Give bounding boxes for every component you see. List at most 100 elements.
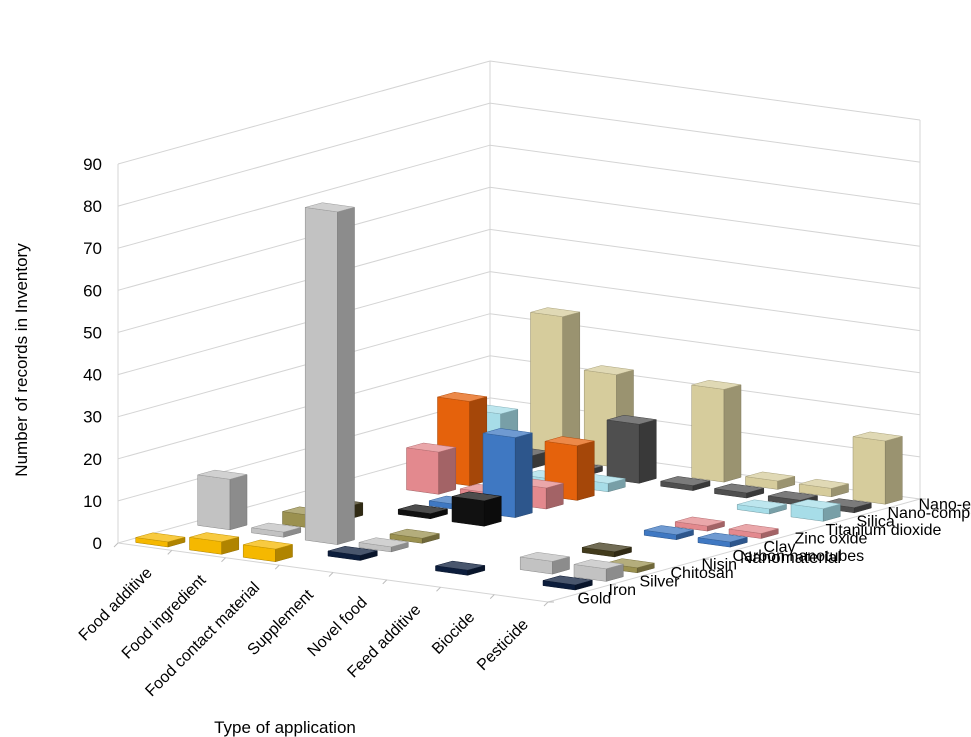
bar-side bbox=[576, 440, 595, 501]
bar-top bbox=[437, 392, 487, 402]
nanomaterial-label: Silver bbox=[640, 574, 681, 591]
bar-top bbox=[644, 525, 694, 535]
bar bbox=[358, 537, 409, 553]
bar bbox=[674, 516, 725, 532]
bar-side bbox=[337, 206, 355, 545]
bar-top bbox=[520, 552, 570, 562]
bar-top bbox=[821, 498, 872, 508]
bar bbox=[745, 471, 796, 490]
bar-top bbox=[406, 442, 456, 453]
x-tick bbox=[328, 572, 334, 577]
bar bbox=[736, 499, 787, 515]
grid-lines bbox=[113, 60, 926, 607]
bar-top bbox=[243, 539, 293, 550]
bar bbox=[135, 532, 186, 548]
y-tick-label: 90 bbox=[83, 155, 102, 174]
bar-top bbox=[398, 504, 448, 514]
nanomaterial-label: Zinc oxide bbox=[795, 531, 868, 548]
bar bbox=[581, 542, 632, 558]
bar-top bbox=[604, 558, 655, 569]
bar-top bbox=[675, 516, 725, 527]
bar-top bbox=[544, 436, 595, 446]
application-label: Novel food bbox=[305, 594, 371, 660]
application-label: Biocide bbox=[429, 609, 478, 658]
bar-top bbox=[660, 476, 711, 486]
bar-top bbox=[606, 414, 657, 425]
y-tick-label: 50 bbox=[83, 323, 102, 342]
bar-top bbox=[573, 559, 624, 570]
bar-front bbox=[852, 436, 886, 505]
y-tick-labels: 0 10 20 30 40 50 60 70 80 90 bbox=[83, 155, 102, 553]
bar bbox=[660, 476, 711, 491]
bar-side bbox=[638, 419, 657, 484]
bar-side bbox=[229, 474, 248, 531]
bar bbox=[406, 442, 457, 495]
x-tick bbox=[436, 586, 441, 592]
bar bbox=[251, 522, 302, 538]
x-tick bbox=[221, 557, 226, 563]
nanomaterial-label: Iron bbox=[609, 582, 637, 599]
gridline bbox=[117, 144, 921, 249]
bar-top bbox=[745, 471, 795, 482]
bar-top bbox=[251, 522, 301, 533]
y-tick-label: 30 bbox=[83, 408, 102, 427]
bar-top bbox=[358, 537, 409, 548]
bar bbox=[573, 559, 624, 582]
bar-side bbox=[438, 447, 457, 495]
bar-top bbox=[768, 490, 818, 501]
bar-top bbox=[728, 524, 779, 534]
bar-top bbox=[327, 546, 378, 556]
bar bbox=[327, 546, 378, 561]
gridline bbox=[117, 186, 921, 291]
bar bbox=[435, 560, 486, 576]
nanomaterial-label: Carbon nanotubes bbox=[733, 548, 865, 565]
bar-top bbox=[530, 307, 580, 317]
bar-top bbox=[389, 528, 440, 539]
gridline bbox=[117, 228, 921, 333]
bar-front bbox=[606, 419, 640, 484]
bar-front bbox=[691, 384, 725, 483]
gridline bbox=[117, 60, 921, 165]
nanomaterial-label: Titanium dioxide bbox=[826, 522, 942, 539]
z-axis-title: Nanomaterial bbox=[740, 548, 841, 567]
bar-top bbox=[697, 532, 748, 543]
y-tick-label: 70 bbox=[83, 239, 102, 258]
bar-top bbox=[790, 499, 841, 509]
bar-top bbox=[714, 483, 764, 494]
bar bbox=[643, 525, 694, 541]
x-tick bbox=[167, 550, 173, 555]
y-axis-title: Number of records in Inventory bbox=[12, 243, 31, 477]
bar-front bbox=[304, 207, 338, 545]
y-tick-label: 0 bbox=[93, 534, 102, 553]
bar-side bbox=[723, 384, 742, 483]
bar-front bbox=[451, 496, 485, 527]
gridline bbox=[117, 102, 921, 207]
x-axis-title: Type of application bbox=[214, 718, 356, 737]
bar-top bbox=[799, 478, 849, 489]
bar bbox=[606, 414, 657, 484]
bar-top bbox=[189, 532, 239, 542]
bar-top bbox=[482, 428, 533, 438]
gridline bbox=[117, 271, 921, 376]
bar-top bbox=[435, 560, 485, 571]
bar bbox=[728, 524, 779, 539]
bar bbox=[197, 469, 248, 531]
bar-front bbox=[197, 474, 231, 531]
bar-top bbox=[737, 499, 787, 510]
bar bbox=[397, 504, 448, 520]
bar-top bbox=[305, 202, 355, 213]
bar-top bbox=[451, 491, 502, 502]
bar bbox=[189, 532, 240, 555]
bar-side bbox=[514, 432, 533, 518]
bar-top bbox=[691, 380, 742, 390]
bar bbox=[697, 532, 748, 548]
bar-top bbox=[135, 532, 186, 543]
bar bbox=[714, 483, 765, 499]
bar bbox=[519, 552, 570, 575]
nanomaterial-label: Nisin bbox=[702, 556, 738, 573]
bar bbox=[451, 491, 502, 527]
bar-side bbox=[483, 495, 502, 527]
